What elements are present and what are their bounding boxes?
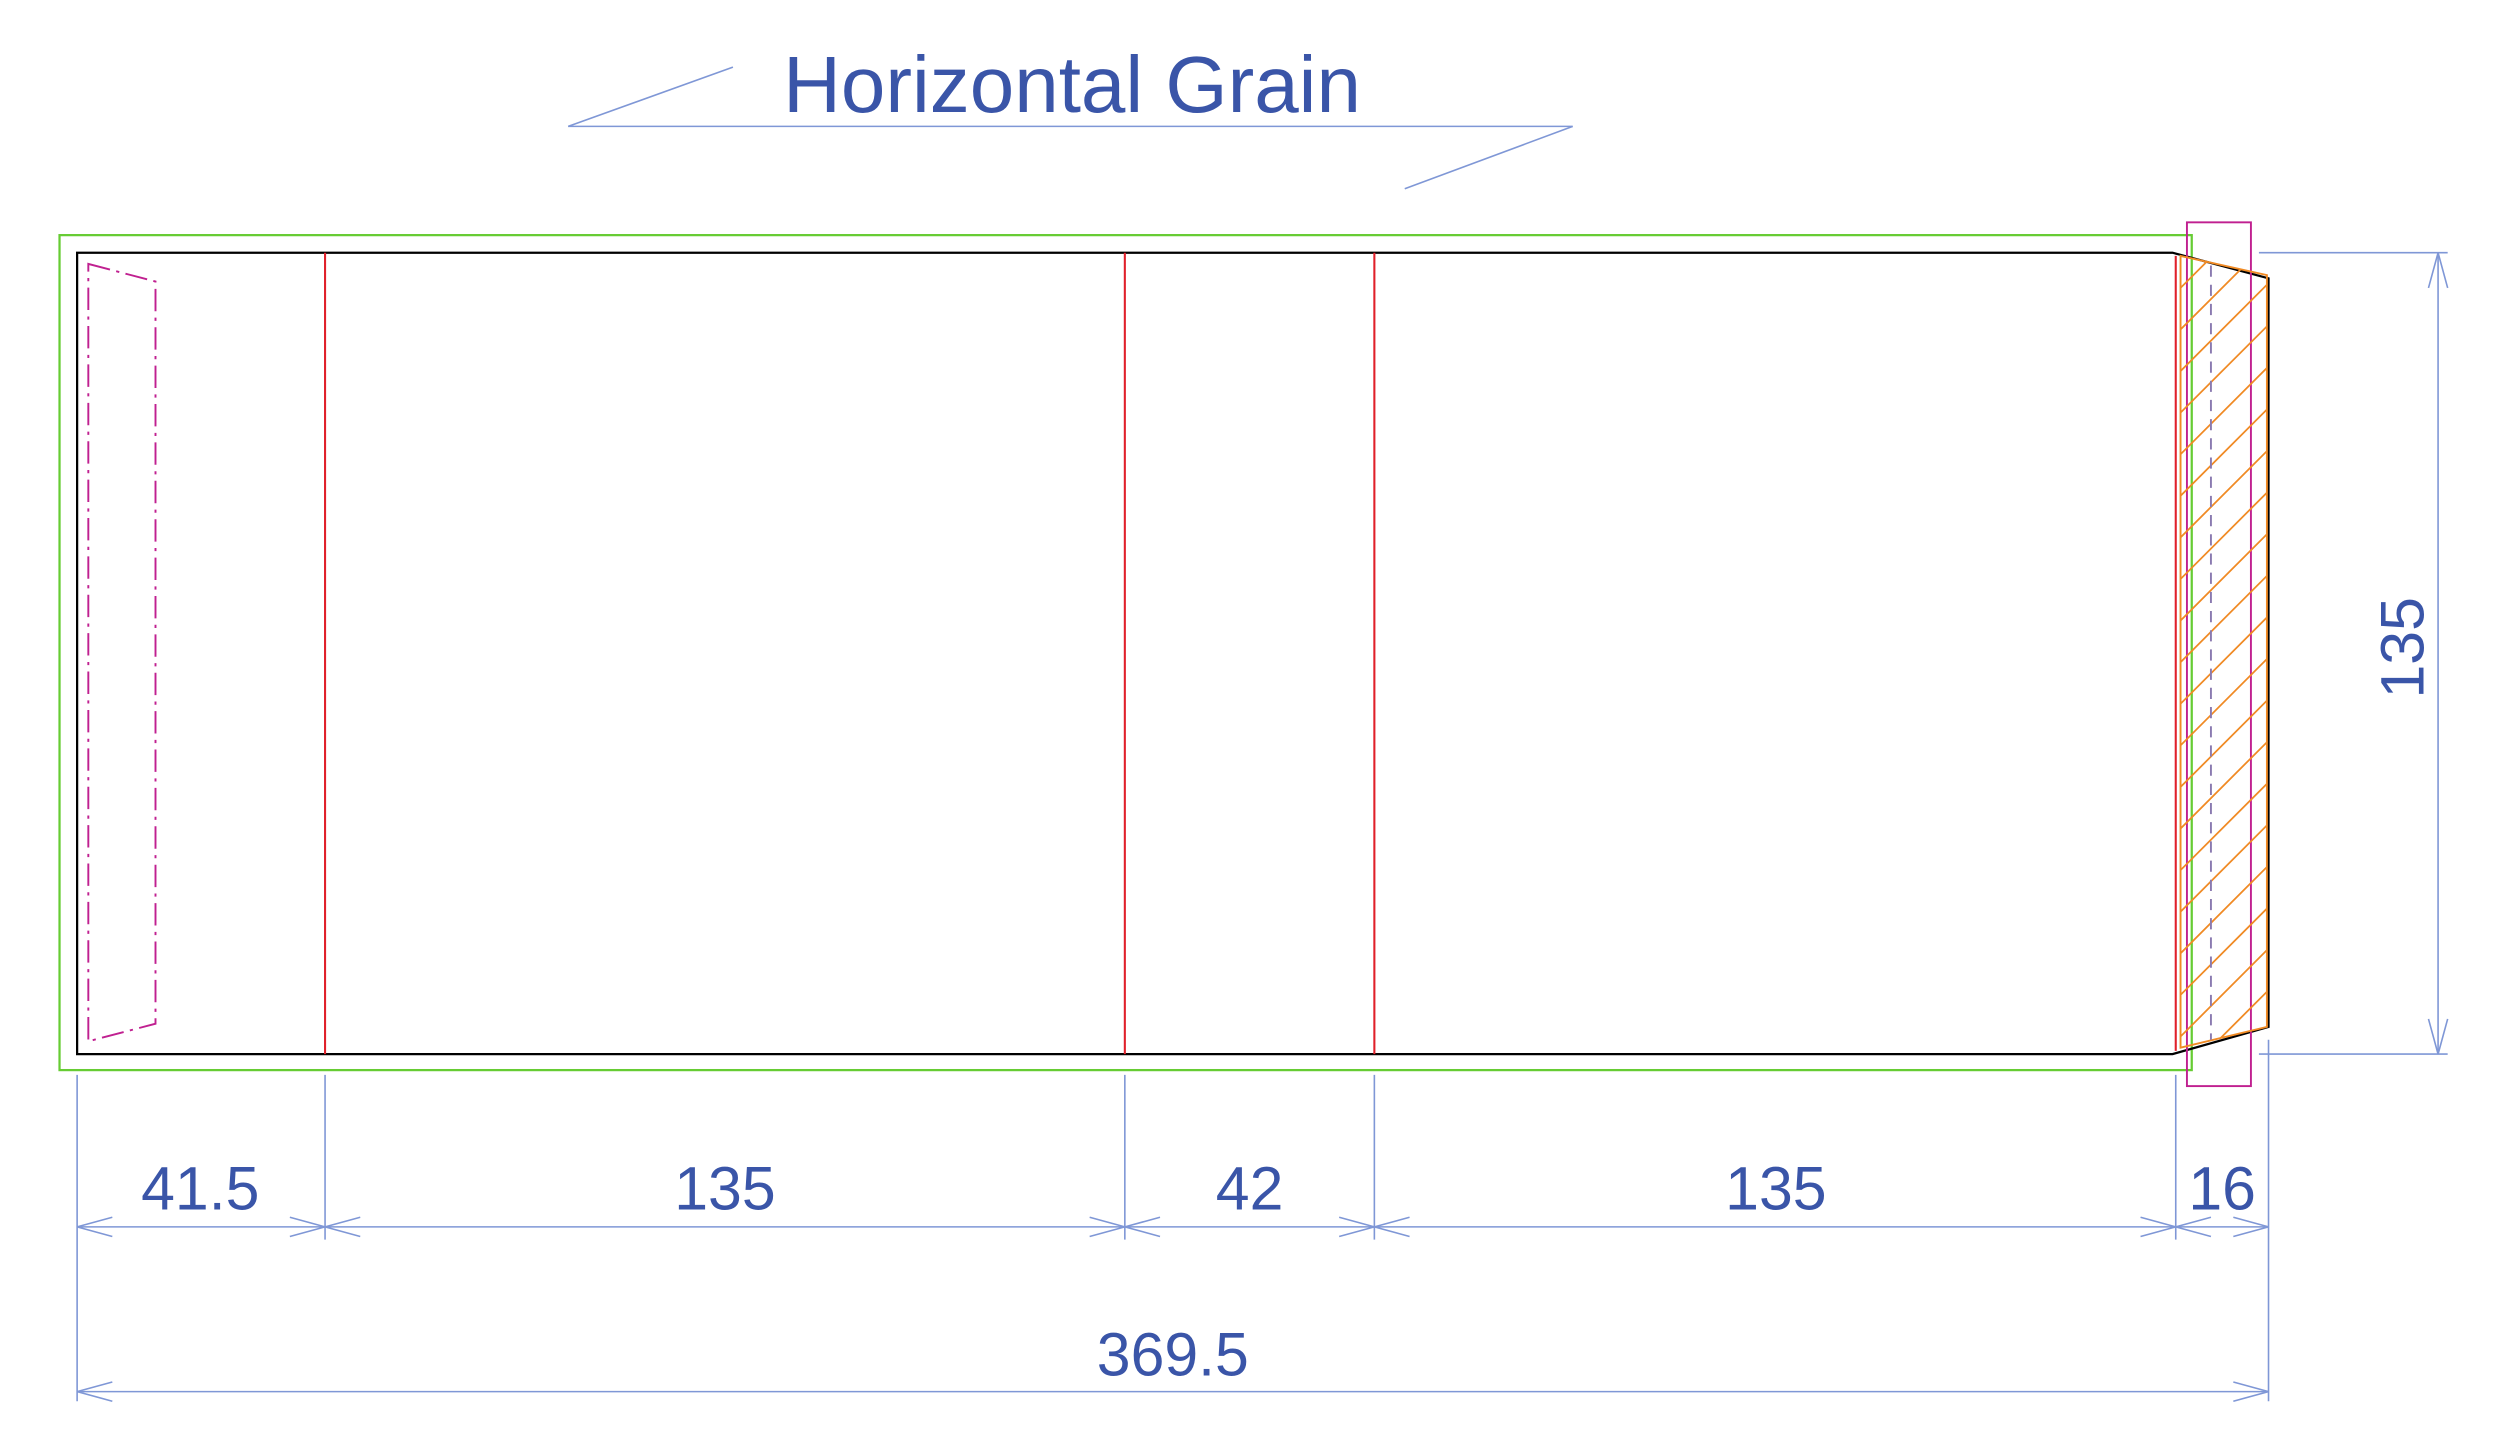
grain-title: Horizontal Grain <box>783 40 1361 129</box>
dim-panel-5: 16 <box>2188 1154 2256 1222</box>
dim-panel-1: 41.5 <box>141 1154 259 1222</box>
panel-dimension-line <box>76 1216 2269 1238</box>
grain-arrow-left <box>567 66 734 128</box>
grain-indicator: Horizontal Grain <box>567 40 1573 190</box>
dim-panel-4: 135 <box>1725 1154 1826 1222</box>
glue-flap-bound <box>2185 221 2252 1088</box>
dim-height: 135 <box>2369 597 2437 698</box>
glue-flap <box>2179 221 2268 1088</box>
extension-lines <box>76 251 2448 1402</box>
tuck-outline <box>87 262 157 1043</box>
glue-area-outline <box>2179 254 2268 1049</box>
grain-arrow-right <box>1404 125 1573 190</box>
cut-outline <box>76 251 2270 1056</box>
fold-lines <box>324 252 2177 1055</box>
glue-hatch <box>2180 255 2267 1048</box>
dim-panel-2: 135 <box>674 1154 775 1222</box>
bleed-outline <box>58 234 2193 1072</box>
height-dimension-line <box>2427 252 2449 1055</box>
dim-total-width: 369.5 <box>1097 1321 1249 1389</box>
total-dimension-line <box>76 1381 2269 1402</box>
dim-panel-3: 42 <box>1216 1154 1284 1222</box>
